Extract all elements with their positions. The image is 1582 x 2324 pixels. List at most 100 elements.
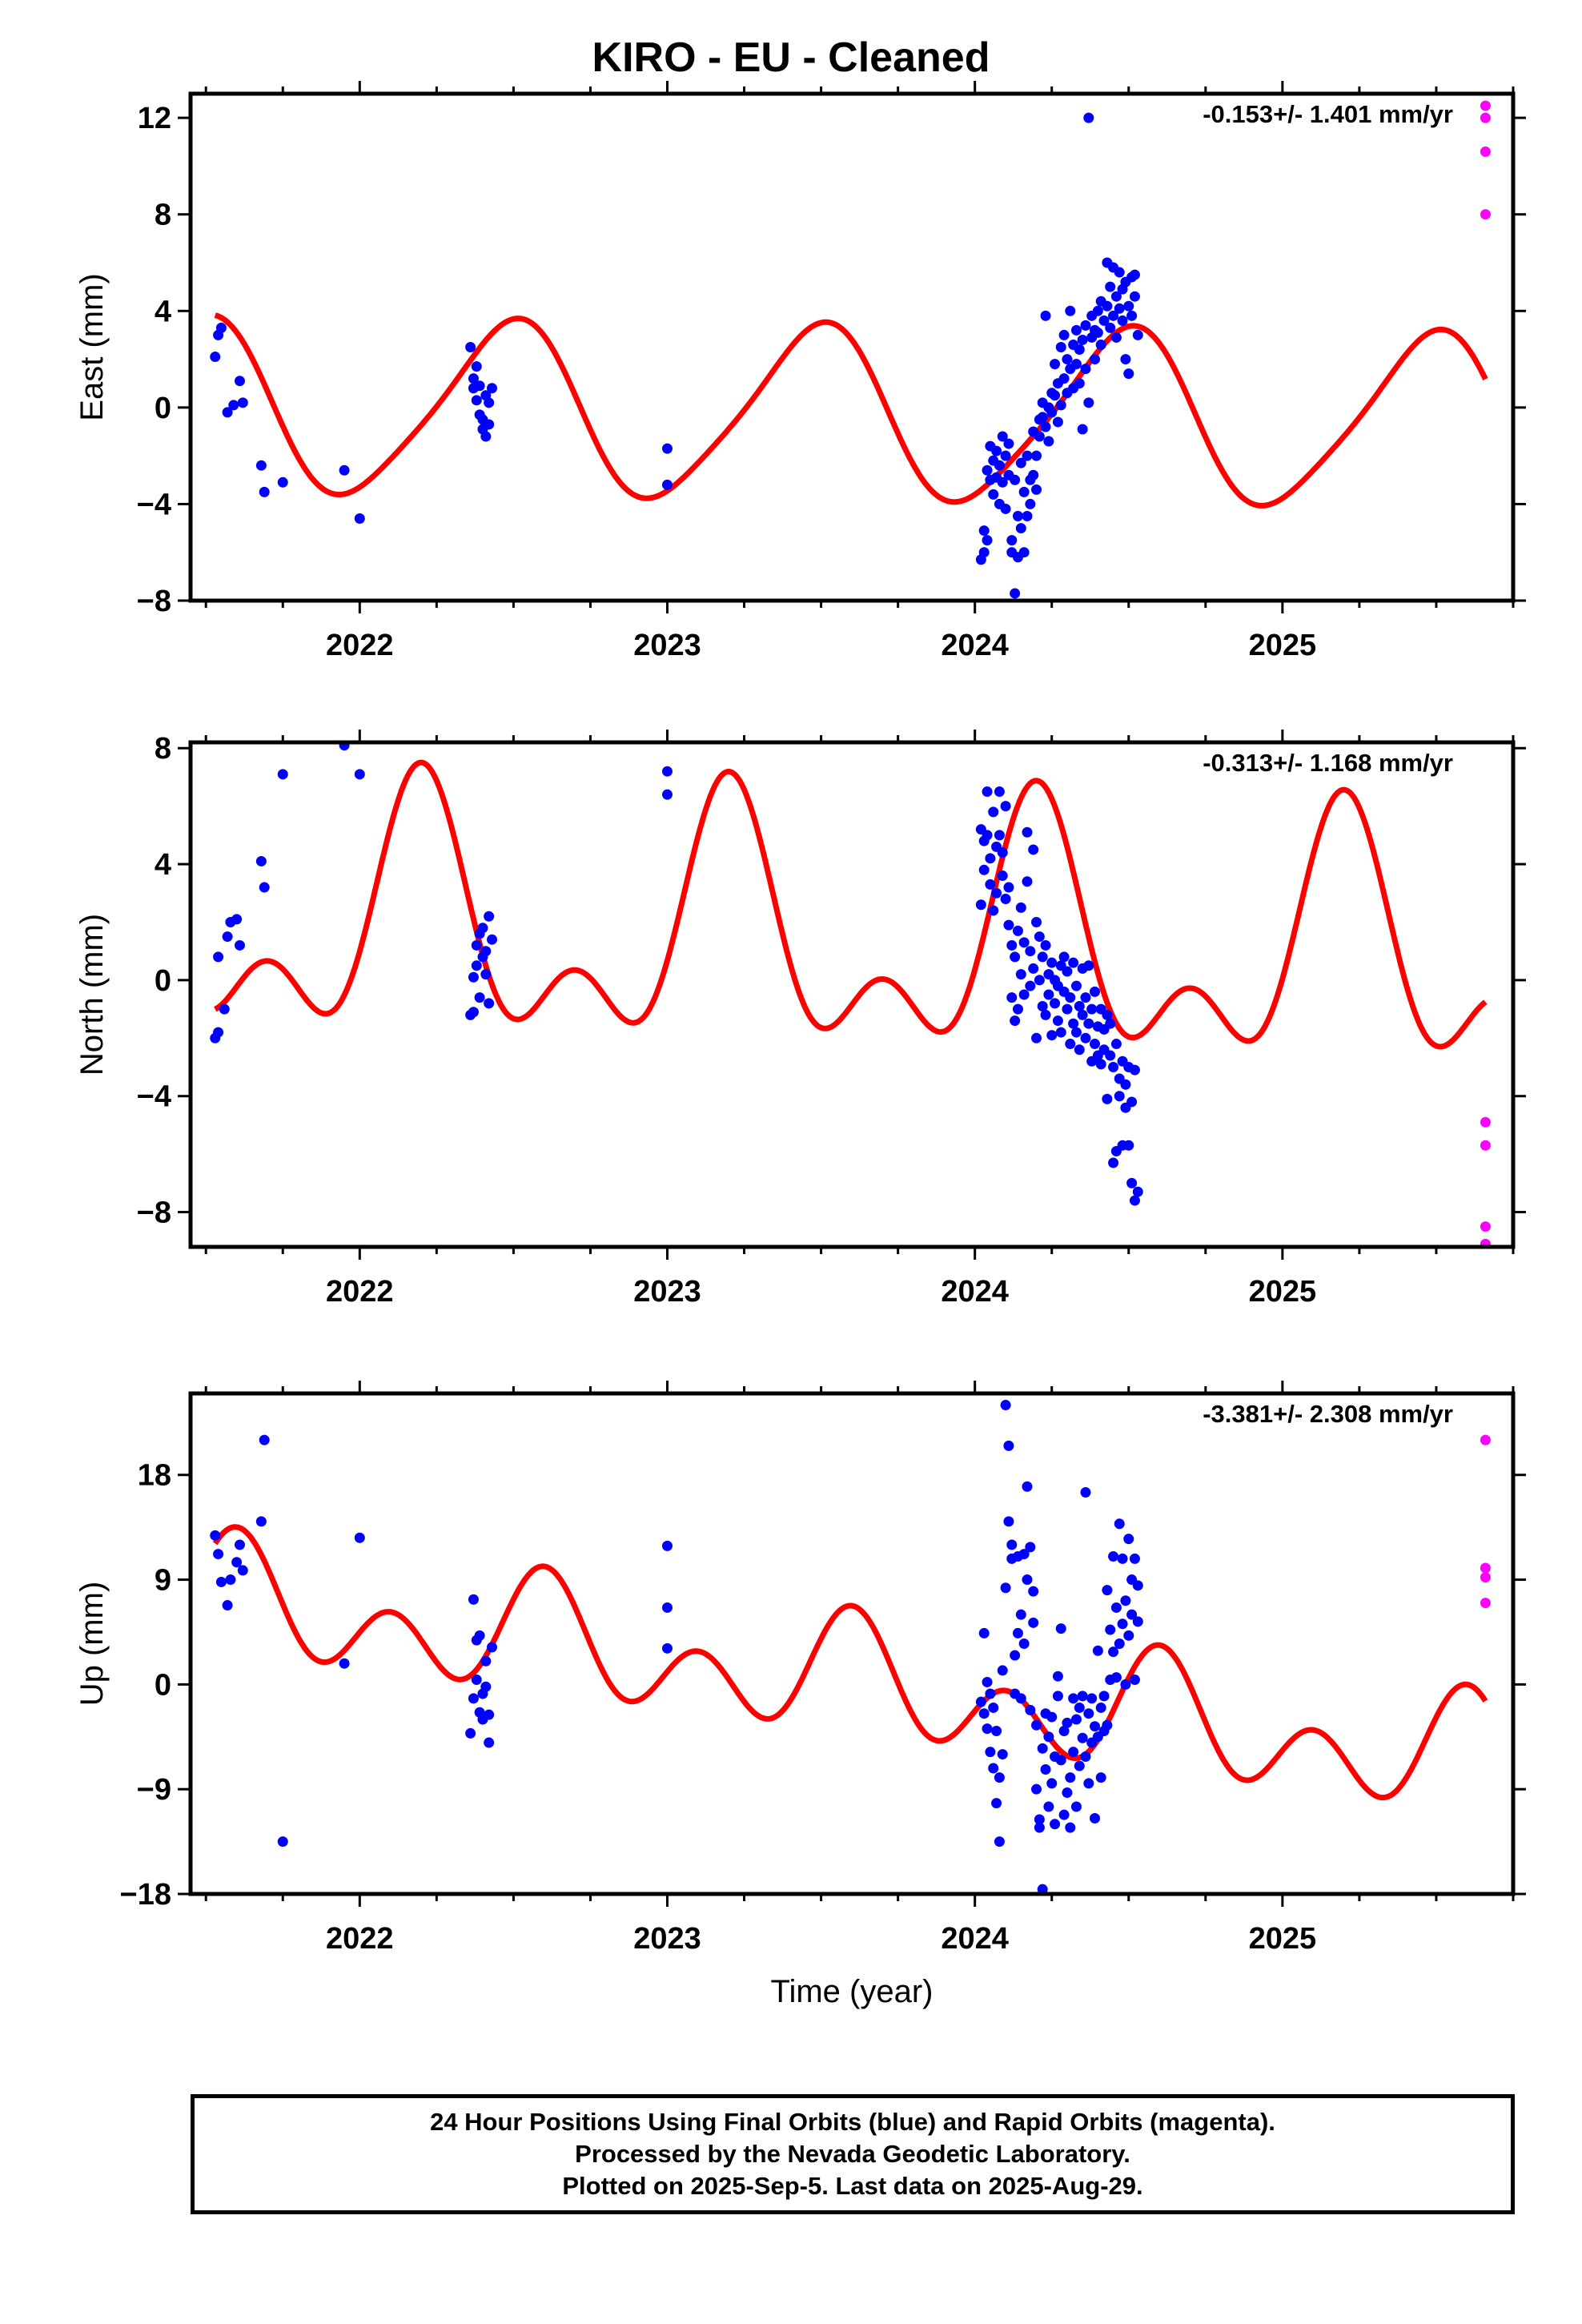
north-final-orbit-point <box>1102 1009 1113 1020</box>
east-final-orbit-point <box>1018 547 1030 558</box>
north-final-orbit-point <box>487 934 498 945</box>
north-final-orbit-point <box>484 911 495 922</box>
up-final-orbit-point <box>1034 1822 1045 1833</box>
up-final-orbit-point <box>1083 1708 1094 1719</box>
up-final-orbit-point <box>1108 1647 1119 1658</box>
east-y-tick-label: 4 <box>155 295 171 328</box>
north-final-orbit-point <box>471 939 482 951</box>
up-final-orbit-point <box>484 1737 495 1748</box>
up-final-orbit-point <box>1117 1618 1128 1630</box>
caption-line-1: 24 Hour Positions Using Final Orbits (bl… <box>430 2108 1275 2136</box>
north-final-orbit-point <box>1015 969 1026 980</box>
north-final-orbit-point <box>1010 951 1021 963</box>
north-y-tick-label: −4 <box>137 1080 171 1114</box>
north-final-orbit-point <box>1090 1039 1101 1050</box>
north-final-orbit-point <box>1110 1039 1122 1050</box>
up-final-orbit-point <box>1046 1711 1058 1723</box>
north-final-orbit-point <box>277 769 288 780</box>
up-final-orbit-point <box>237 1565 248 1576</box>
north-final-orbit-point <box>982 830 993 841</box>
north-final-orbit-point <box>1046 1030 1058 1041</box>
east-final-orbit-point <box>1025 498 1036 509</box>
up-final-orbit-point <box>1090 1813 1101 1824</box>
north-final-orbit-point <box>1000 894 1011 905</box>
east-final-orbit-point <box>1022 511 1033 521</box>
north-final-orbit-point <box>1028 844 1039 855</box>
north-final-orbit-point <box>1123 1140 1134 1151</box>
east-final-orbit-point <box>1126 310 1138 321</box>
north-rapid-orbit-point <box>1480 1140 1491 1151</box>
north-final-orbit-point <box>1040 939 1051 951</box>
up-final-orbit-point <box>1083 1778 1094 1789</box>
east-final-orbit-point <box>1065 305 1076 316</box>
up-final-orbit-point <box>1123 1534 1134 1545</box>
north-final-orbit-point <box>975 899 986 911</box>
north-y-axis-label: North (mm) <box>74 914 110 1076</box>
east-final-orbit-point <box>1006 535 1018 546</box>
east-velocity-label: -0.153+/- 1.401 mm/yr <box>1203 100 1453 128</box>
up-y-tick-label: −18 <box>120 1878 171 1912</box>
east-plot-frame <box>188 91 1516 603</box>
east-final-orbit-point <box>1074 378 1085 389</box>
east-final-orbit-point <box>978 547 990 558</box>
east-final-orbit-point <box>1034 431 1045 442</box>
north-final-orbit-point <box>1006 939 1018 951</box>
up-final-orbit-point <box>1043 1731 1054 1743</box>
east-final-orbit-point <box>997 476 1008 488</box>
up-final-orbit-point <box>661 1642 673 1654</box>
east-final-orbit-point <box>1080 320 1091 331</box>
north-final-orbit-point <box>480 946 492 957</box>
up-final-orbit-point <box>1129 1553 1140 1564</box>
east-final-orbit-point <box>1000 503 1011 514</box>
east-final-orbit-point <box>1132 329 1143 340</box>
up-final-orbit-point <box>1015 1693 1026 1704</box>
north-final-orbit-point <box>1040 1009 1051 1020</box>
east-y-tick-label: 8 <box>155 199 171 232</box>
up-final-orbit-point <box>1129 1675 1140 1686</box>
north-final-orbit-point <box>468 971 479 983</box>
up-final-orbit-point <box>1070 1714 1082 1725</box>
up-final-orbit-point <box>480 1681 492 1692</box>
up-final-orbit-point <box>1123 1630 1134 1641</box>
up-final-orbit-point <box>1062 1717 1073 1728</box>
east-final-orbit-point <box>1129 291 1140 302</box>
north-final-orbit-point <box>994 786 1005 798</box>
east-plot-area <box>210 100 1491 599</box>
east-final-orbit-point <box>1095 339 1106 350</box>
east-final-orbit-point <box>1058 329 1070 340</box>
east-final-orbit-point <box>1092 305 1103 316</box>
east-y-tick-label: 12 <box>138 102 171 135</box>
north-final-orbit-point <box>1108 1157 1119 1168</box>
east-x-tick-label: 2024 <box>941 629 1009 662</box>
north-final-orbit-point <box>991 887 1002 899</box>
up-final-orbit-point <box>480 1655 492 1667</box>
up-final-orbit-point <box>1043 1801 1054 1812</box>
north-x-tick-label: 2023 <box>633 1275 701 1309</box>
north-x-tick-label: 2022 <box>326 1275 394 1309</box>
up-final-orbit-point <box>1046 1778 1058 1789</box>
north-y-tick-label: −8 <box>137 1196 171 1230</box>
north-final-orbit-point <box>484 998 495 1009</box>
east-final-orbit-point <box>237 397 248 408</box>
north-final-orbit-point <box>661 766 673 777</box>
up-final-orbit-point <box>1006 1539 1018 1550</box>
up-final-orbit-point <box>1132 1616 1143 1627</box>
caption-line-3: Plotted on 2025-Sep-5. Last data on 2025… <box>562 2172 1143 2200</box>
up-y-tick-label: 0 <box>155 1668 171 1702</box>
north-final-orbit-point <box>985 879 996 890</box>
north-final-orbit-point <box>1031 1032 1042 1043</box>
east-final-orbit-point <box>1070 324 1082 336</box>
north-final-orbit-point <box>1086 1003 1098 1015</box>
east-final-orbit-point <box>1110 291 1122 302</box>
caption-box: 24 Hour Positions Using Final Orbits (bl… <box>191 2094 1515 2214</box>
up-final-orbit-point <box>1018 1549 1030 1560</box>
up-final-orbit-point <box>1080 1751 1091 1762</box>
north-final-orbit-point <box>1062 1003 1073 1015</box>
north-final-orbit-point <box>997 870 1008 882</box>
north-final-orbit-point <box>1126 1096 1138 1108</box>
up-final-orbit-point <box>468 1594 479 1605</box>
east-final-orbit-point <box>997 431 1008 442</box>
up-final-orbit-point <box>975 1696 986 1707</box>
up-final-orbit-point <box>1012 1627 1023 1638</box>
